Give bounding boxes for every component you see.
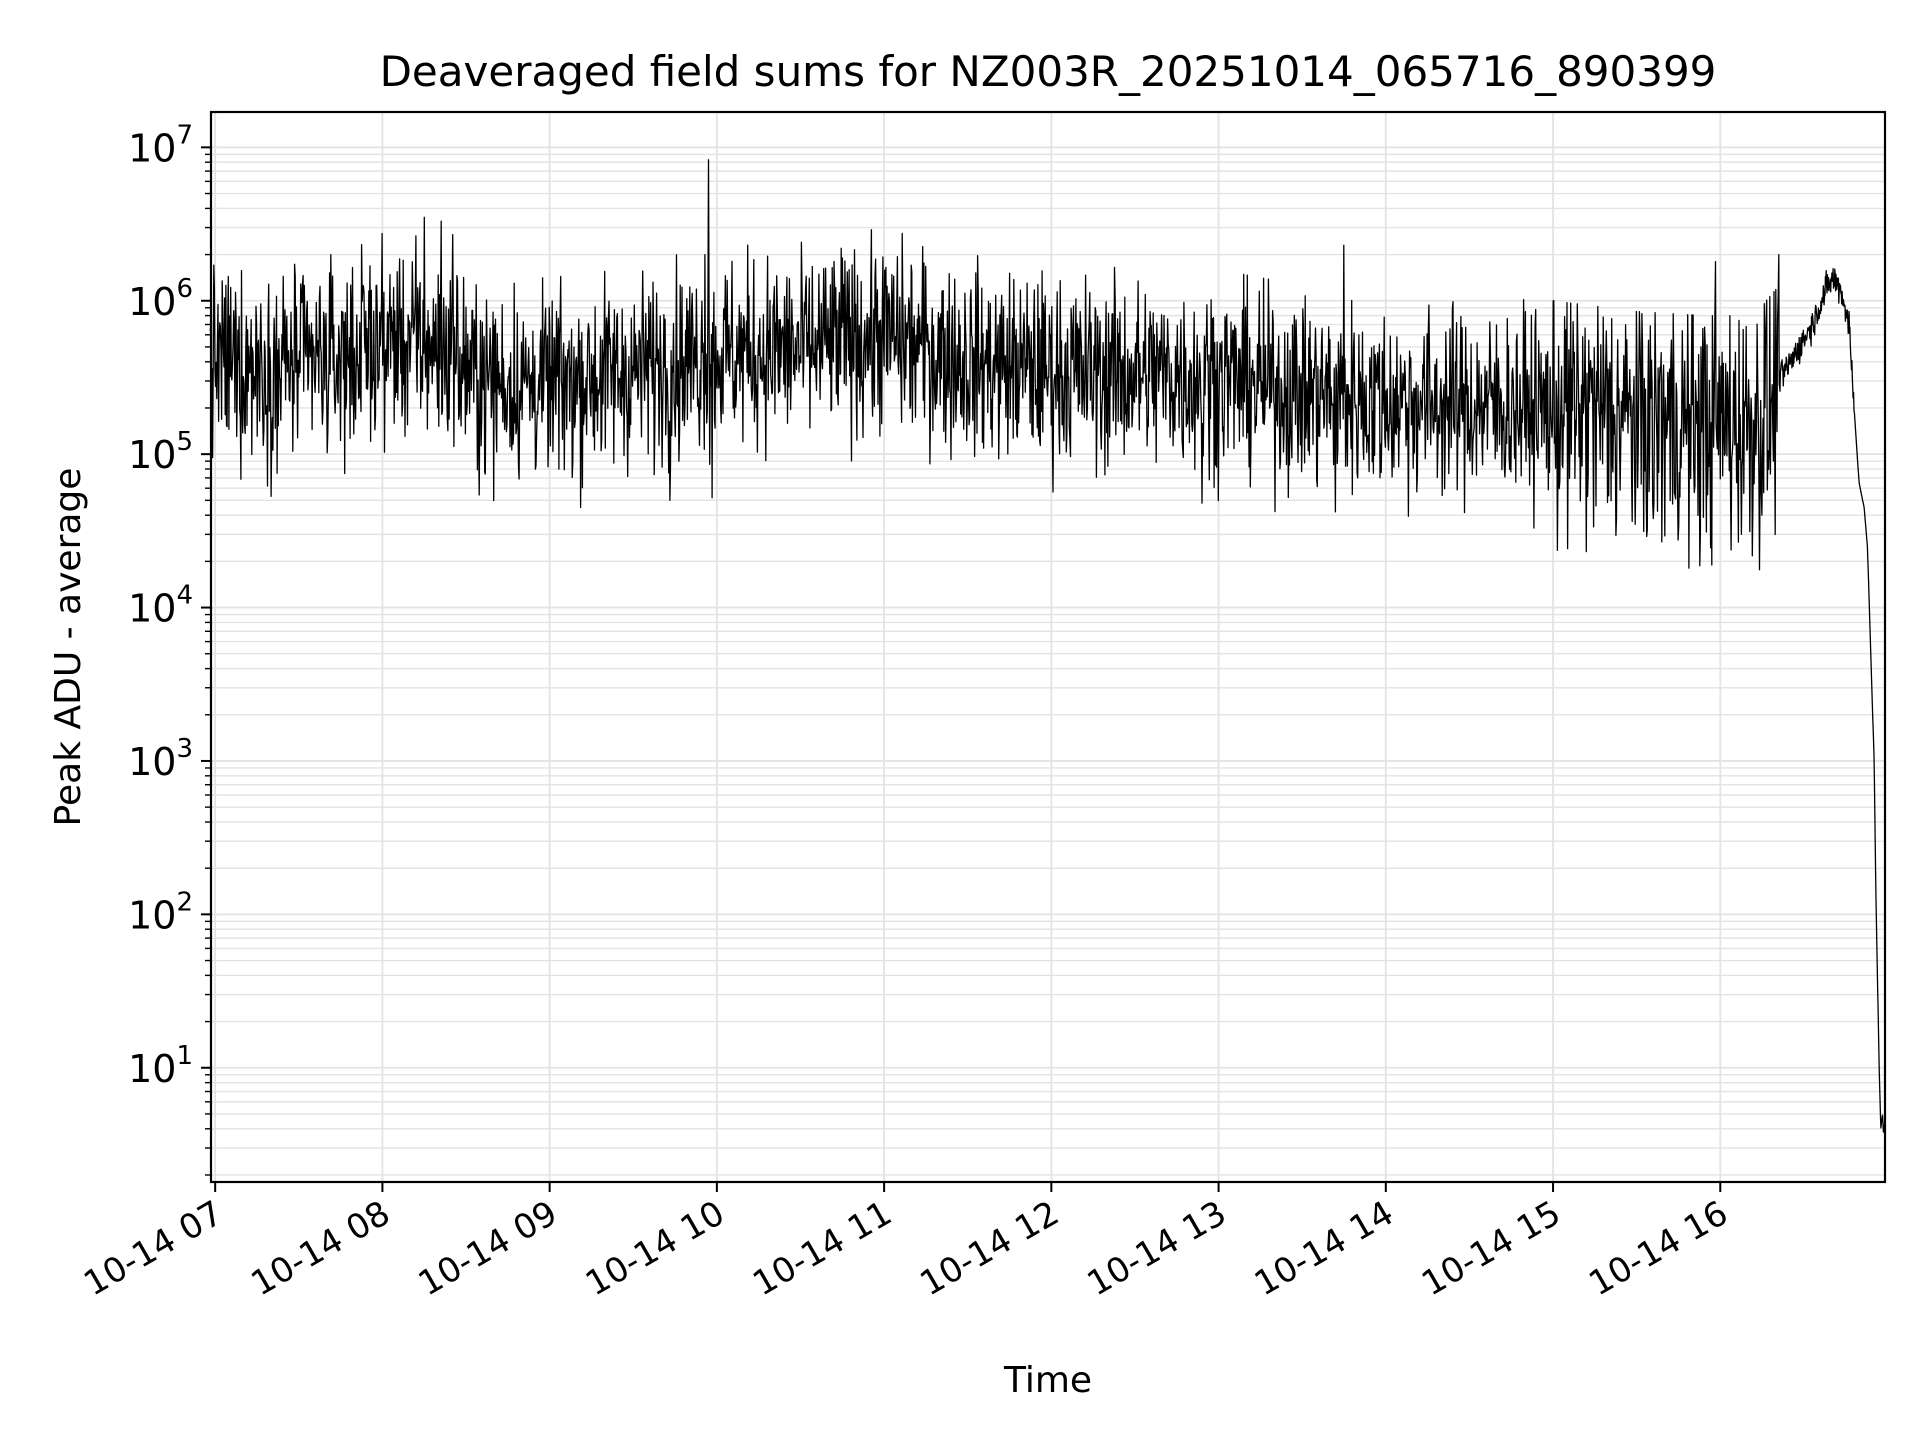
y-tick-label: 107 [128, 120, 193, 170]
y-tick-label: 104 [128, 581, 193, 631]
y-axis: 101 102 103 104 105 106 107 [128, 120, 211, 1176]
y-tick-label: 102 [128, 887, 193, 937]
y-tick-label: 105 [128, 427, 193, 477]
y-axis-label: Peak ADU - average [48, 468, 89, 827]
series-line [209, 159, 1886, 1133]
series-line-layer [209, 159, 1886, 1133]
y-tick-label: 106 [128, 274, 193, 324]
y-tick-label: 101 [128, 1041, 193, 1091]
plot-frame [209, 110, 1887, 1184]
x-axis-label: Time [1003, 1360, 1092, 1401]
y-tick-label: 103 [128, 734, 193, 784]
chart-title: Deaveraged field sums for NZ003R_2025101… [380, 47, 1717, 96]
